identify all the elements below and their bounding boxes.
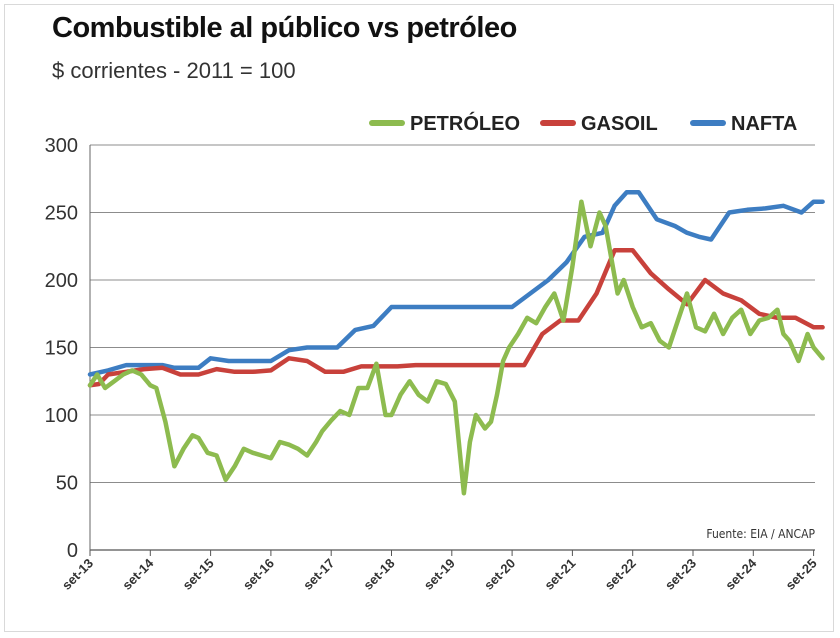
series-line-gasoil [87,248,825,388]
legend: PETRÓLEO GASOIL NAFTA [369,111,797,135]
x-tick-label: set-22 [602,556,639,593]
y-tick-label: 200 [45,270,78,292]
x-tick-label: set-16 [240,556,277,593]
series-lines [87,190,825,496]
x-tick-label: set-18 [360,556,397,593]
y-tick-label: 50 [56,473,78,495]
x-tick-label: set-25 [783,556,820,593]
x-axis-ticks: set-13 set-14 set-15 set-16 set-17 set-18 set-… [59,550,820,593]
y-axis-ticks: 0 50 100 150 200 250 300 [45,135,78,562]
x-tick-label: set-20 [481,556,518,593]
x-tick-label: set-15 [180,556,217,593]
chart-frame [4,4,834,632]
legend-label: GASOIL [581,113,658,135]
legend-label: NAFTA [731,113,797,135]
y-tick-label: 300 [45,135,78,157]
y-tick-label: 250 [45,203,78,225]
x-tick-label: set-23 [662,556,699,593]
series-line-nafta [87,190,825,377]
y-tick-label: 0 [67,540,78,562]
x-tick-label: set-17 [300,556,337,593]
source-note: Fuente: EIA / ANCAP [706,527,815,541]
chart-title: Combustible al público vs petróleo [52,12,517,44]
y-tick-label: 100 [45,405,78,427]
x-tick-label: set-21 [541,556,578,593]
chart-subtitle: $ corrientes - 2011 = 100 [52,58,296,83]
y-tick-label: 150 [45,338,78,360]
x-tick-label: set-24 [722,555,760,593]
x-tick-label: set-14 [119,555,157,593]
legend-label: PETRÓLEO [410,111,520,135]
grid-lines [89,144,815,551]
x-tick-label: set-19 [421,556,458,593]
series-line-petrleo [87,199,825,496]
